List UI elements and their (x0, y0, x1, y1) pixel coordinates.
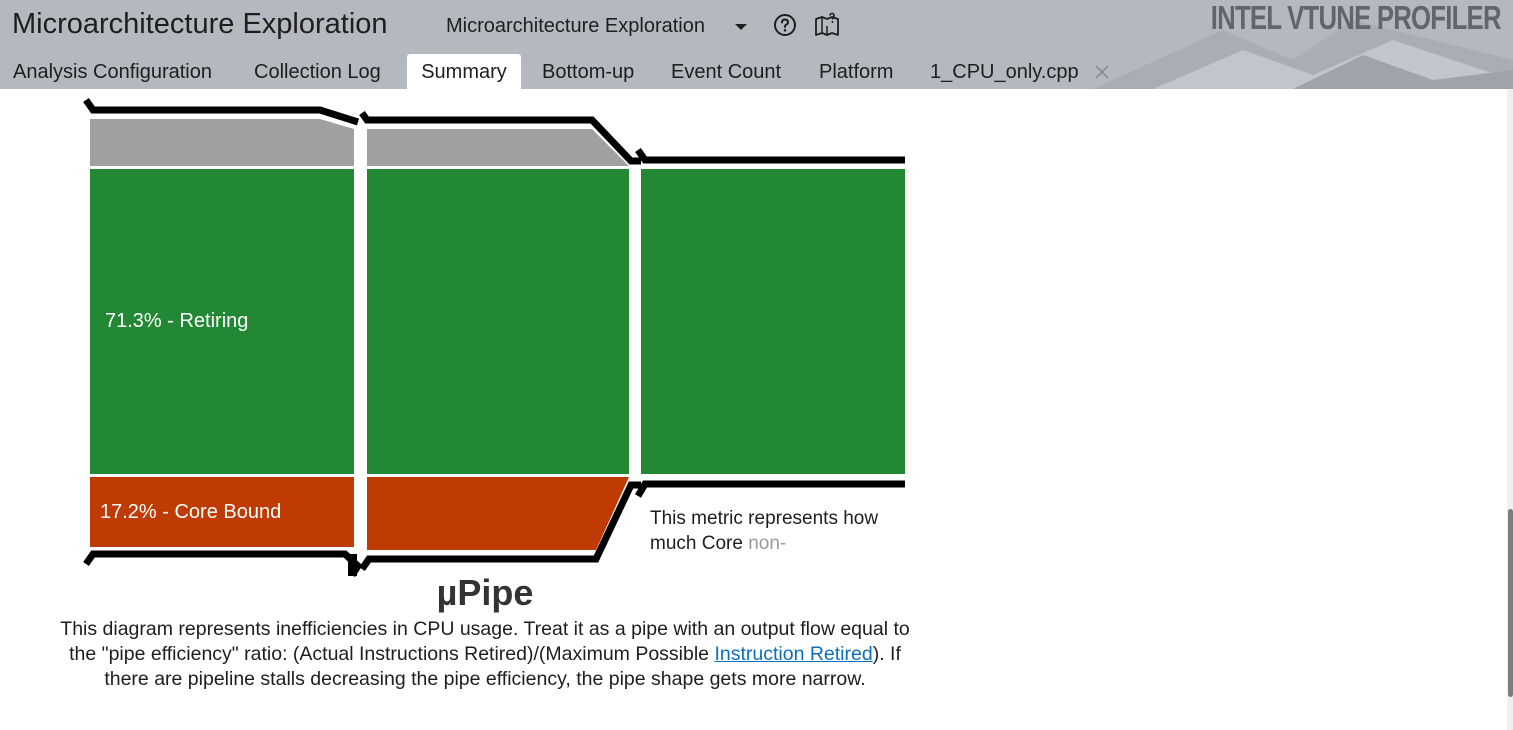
tab-collection-log[interactable]: Collection Log (254, 61, 381, 83)
tab-bottom-up[interactable]: Bottom-up (542, 61, 635, 83)
pipe-retiring-segment-3 (641, 169, 905, 474)
retiring-label: 71.3% - Retiring (105, 310, 249, 332)
metric-tooltip: This metric represents how much Core non… (650, 506, 880, 556)
tab-source-file[interactable]: 1_CPU_only.cpp (930, 61, 1079, 83)
instruction-retired-link[interactable]: Instruction Retired (714, 643, 873, 665)
tab-summary[interactable]: Summary (407, 54, 521, 89)
chevron-down-icon[interactable] (734, 22, 748, 32)
pipe-other-segment-2 (367, 129, 629, 166)
brand-decoration (1093, 20, 1513, 89)
help-icon[interactable] (773, 13, 797, 37)
scrollbar-thumb[interactable] (1508, 509, 1513, 697)
pipe-core-bound-segment-2 (367, 477, 629, 550)
pipe-retiring-segment-2 (367, 169, 629, 474)
page-title: Microarchitecture Exploration (12, 8, 388, 40)
pipe-title: µPipe (436, 572, 534, 613)
tab-analysis-configuration[interactable]: Analysis Configuration (13, 61, 212, 83)
pipe-core-bound-segment-1 (90, 477, 354, 547)
pipe-joint (348, 554, 357, 576)
tab-platform[interactable]: Platform (819, 61, 894, 83)
description-text-2: ). If there are pipeline stalls decreasi… (104, 643, 901, 690)
core-bound-label: 17.2% - Core Bound (100, 501, 282, 523)
vertical-scrollbar[interactable] (1507, 89, 1513, 730)
close-icon[interactable] (1094, 64, 1110, 80)
pipe-other-segment-1 (90, 119, 354, 166)
tooltip-faded-text: non- (748, 533, 787, 554)
viewpoint-selector[interactable]: Microarchitecture Exploration (446, 15, 705, 37)
description-text-1: This diagram represents inefficiencies i… (60, 618, 910, 665)
pipe-description: This diagram represents inefficiencies i… (60, 617, 910, 692)
app-header: INTEL VTUNE PROFILER Microarchitecture E… (0, 0, 1513, 89)
upipe-diagram (83, 97, 905, 577)
map-icon[interactable] (814, 12, 840, 38)
pipe-retiring-segment-1 (90, 169, 354, 474)
tooltip-text: This metric represents how much Core (650, 508, 879, 554)
tab-event-count[interactable]: Event Count (671, 61, 782, 83)
brand-logo: INTEL VTUNE PROFILER (1211, 0, 1502, 36)
